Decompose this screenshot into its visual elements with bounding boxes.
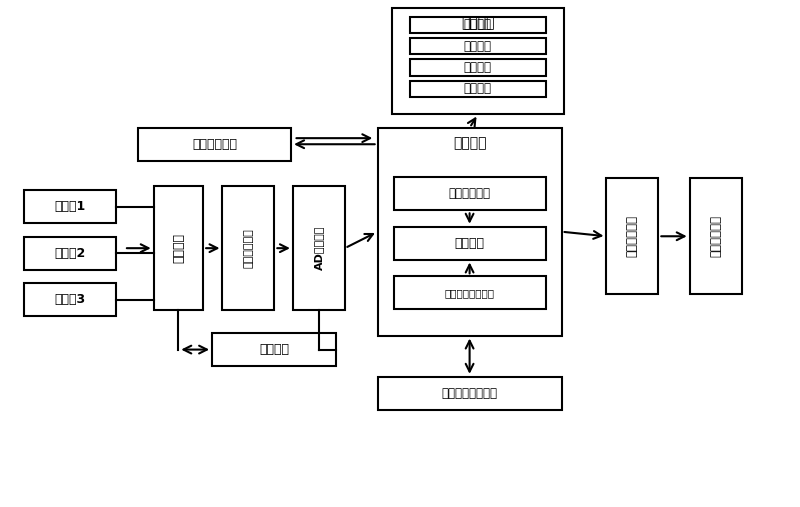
Text: 传感器2: 传感器2 — [54, 247, 86, 260]
Text: 喷洒系统: 喷洒系统 — [464, 82, 491, 95]
Bar — [606, 178, 658, 294]
Text: 摄像监控单元: 摄像监控单元 — [192, 138, 237, 151]
Text: 调控单元: 调控单元 — [454, 237, 485, 249]
Text: AD转换模块: AD转换模块 — [314, 226, 324, 270]
Bar — [690, 178, 742, 294]
Text: 声光系统: 声光系统 — [464, 18, 491, 31]
Bar — [394, 276, 546, 309]
Text: 远程通信模块: 远程通信模块 — [626, 215, 639, 257]
Bar — [293, 186, 345, 310]
Text: 检测模块: 检测模块 — [259, 343, 289, 356]
Bar — [410, 17, 546, 33]
Text: 信号放大电路: 信号放大电路 — [243, 228, 254, 268]
Bar — [410, 81, 546, 97]
Text: 泄漏速度分析单元: 泄漏速度分析单元 — [442, 387, 498, 400]
Text: 传感器3: 传感器3 — [54, 294, 86, 306]
Bar — [378, 128, 562, 336]
Bar — [378, 377, 562, 410]
Text: 喷雾系统: 喷雾系统 — [464, 61, 491, 74]
Bar — [394, 227, 546, 260]
Text: 通风系统: 通风系统 — [464, 40, 491, 53]
Bar — [392, 8, 564, 114]
Bar — [410, 38, 546, 54]
Bar — [394, 177, 546, 210]
Bar — [24, 283, 116, 316]
Text: 报警单元: 报警单元 — [462, 16, 494, 30]
Text: 控制模块: 控制模块 — [453, 136, 486, 150]
Bar — [212, 333, 336, 366]
Text: 传感器1: 传感器1 — [54, 200, 86, 213]
Text: 多路开关: 多路开关 — [172, 233, 185, 263]
Text: 接收分析单元: 接收分析单元 — [449, 188, 490, 200]
Bar — [410, 59, 546, 76]
Bar — [222, 186, 274, 310]
Text: 远程监控中心: 远程监控中心 — [709, 215, 722, 257]
Bar — [154, 186, 203, 310]
Bar — [138, 128, 291, 161]
Text: 逻辑时间控制单元: 逻辑时间控制单元 — [445, 288, 494, 298]
Bar — [24, 190, 116, 223]
Bar — [24, 237, 116, 270]
